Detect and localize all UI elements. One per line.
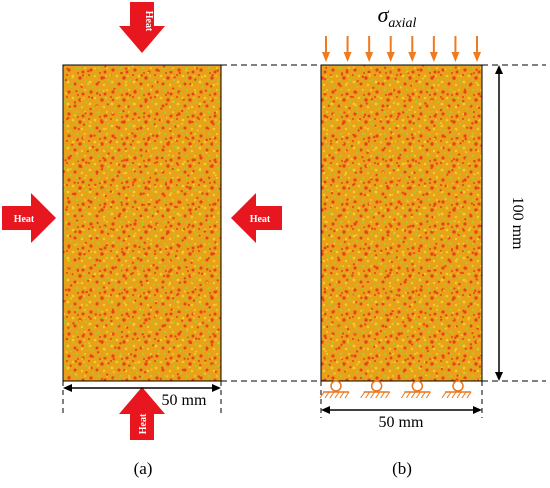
- load-arrow: [408, 36, 417, 62]
- load-arrow: [473, 36, 481, 62]
- axial-stress-label: σaxial: [378, 2, 417, 31]
- heat-label-top: Heat: [143, 11, 154, 32]
- panel-a: Heat Heat Heat Heat 50 mm (a): [2, 2, 282, 478]
- heat-arrow-bottom: Heat: [119, 387, 165, 440]
- width-dimension-a: 50 mm: [62, 381, 222, 416]
- sigma-symbol: σ: [378, 2, 390, 27]
- heat-arrow-right: Heat: [231, 193, 282, 243]
- specimen-b: [320, 64, 483, 382]
- caption-b: (b): [392, 459, 412, 478]
- heat-arrow-top: Heat: [119, 2, 165, 53]
- load-arrow: [365, 36, 374, 62]
- load-arrow: [451, 36, 460, 62]
- roller-support: [400, 380, 431, 399]
- roller-support: [319, 380, 350, 399]
- load-arrow: [343, 36, 352, 62]
- caption-a: (a): [134, 459, 153, 478]
- width-dimension-b: 50 mm: [320, 381, 483, 431]
- extension-lines: [221, 64, 546, 382]
- width-label-b: 50 mm: [379, 414, 424, 431]
- width-label-a: 50 mm: [162, 392, 207, 409]
- panel-b: σaxial 100 mm: [221, 2, 546, 478]
- roller-support: [441, 380, 472, 399]
- load-arrow: [429, 36, 438, 62]
- load-arrow: [386, 36, 395, 62]
- heat-label-bottom: Heat: [138, 413, 149, 434]
- roller-support: [360, 380, 391, 399]
- roller-supports: [319, 380, 472, 399]
- heat-arrow-left: Heat: [2, 193, 56, 243]
- specimen-a: [62, 64, 222, 382]
- heat-label-left: Heat: [14, 214, 35, 225]
- heat-label-right: Heat: [250, 214, 271, 225]
- height-label: 100 mm: [509, 197, 526, 250]
- load-arrow: [322, 36, 330, 62]
- axial-load-arrows: [322, 36, 481, 62]
- sigma-subscript: axial: [388, 16, 416, 31]
- height-dimension: 100 mm: [495, 65, 526, 381]
